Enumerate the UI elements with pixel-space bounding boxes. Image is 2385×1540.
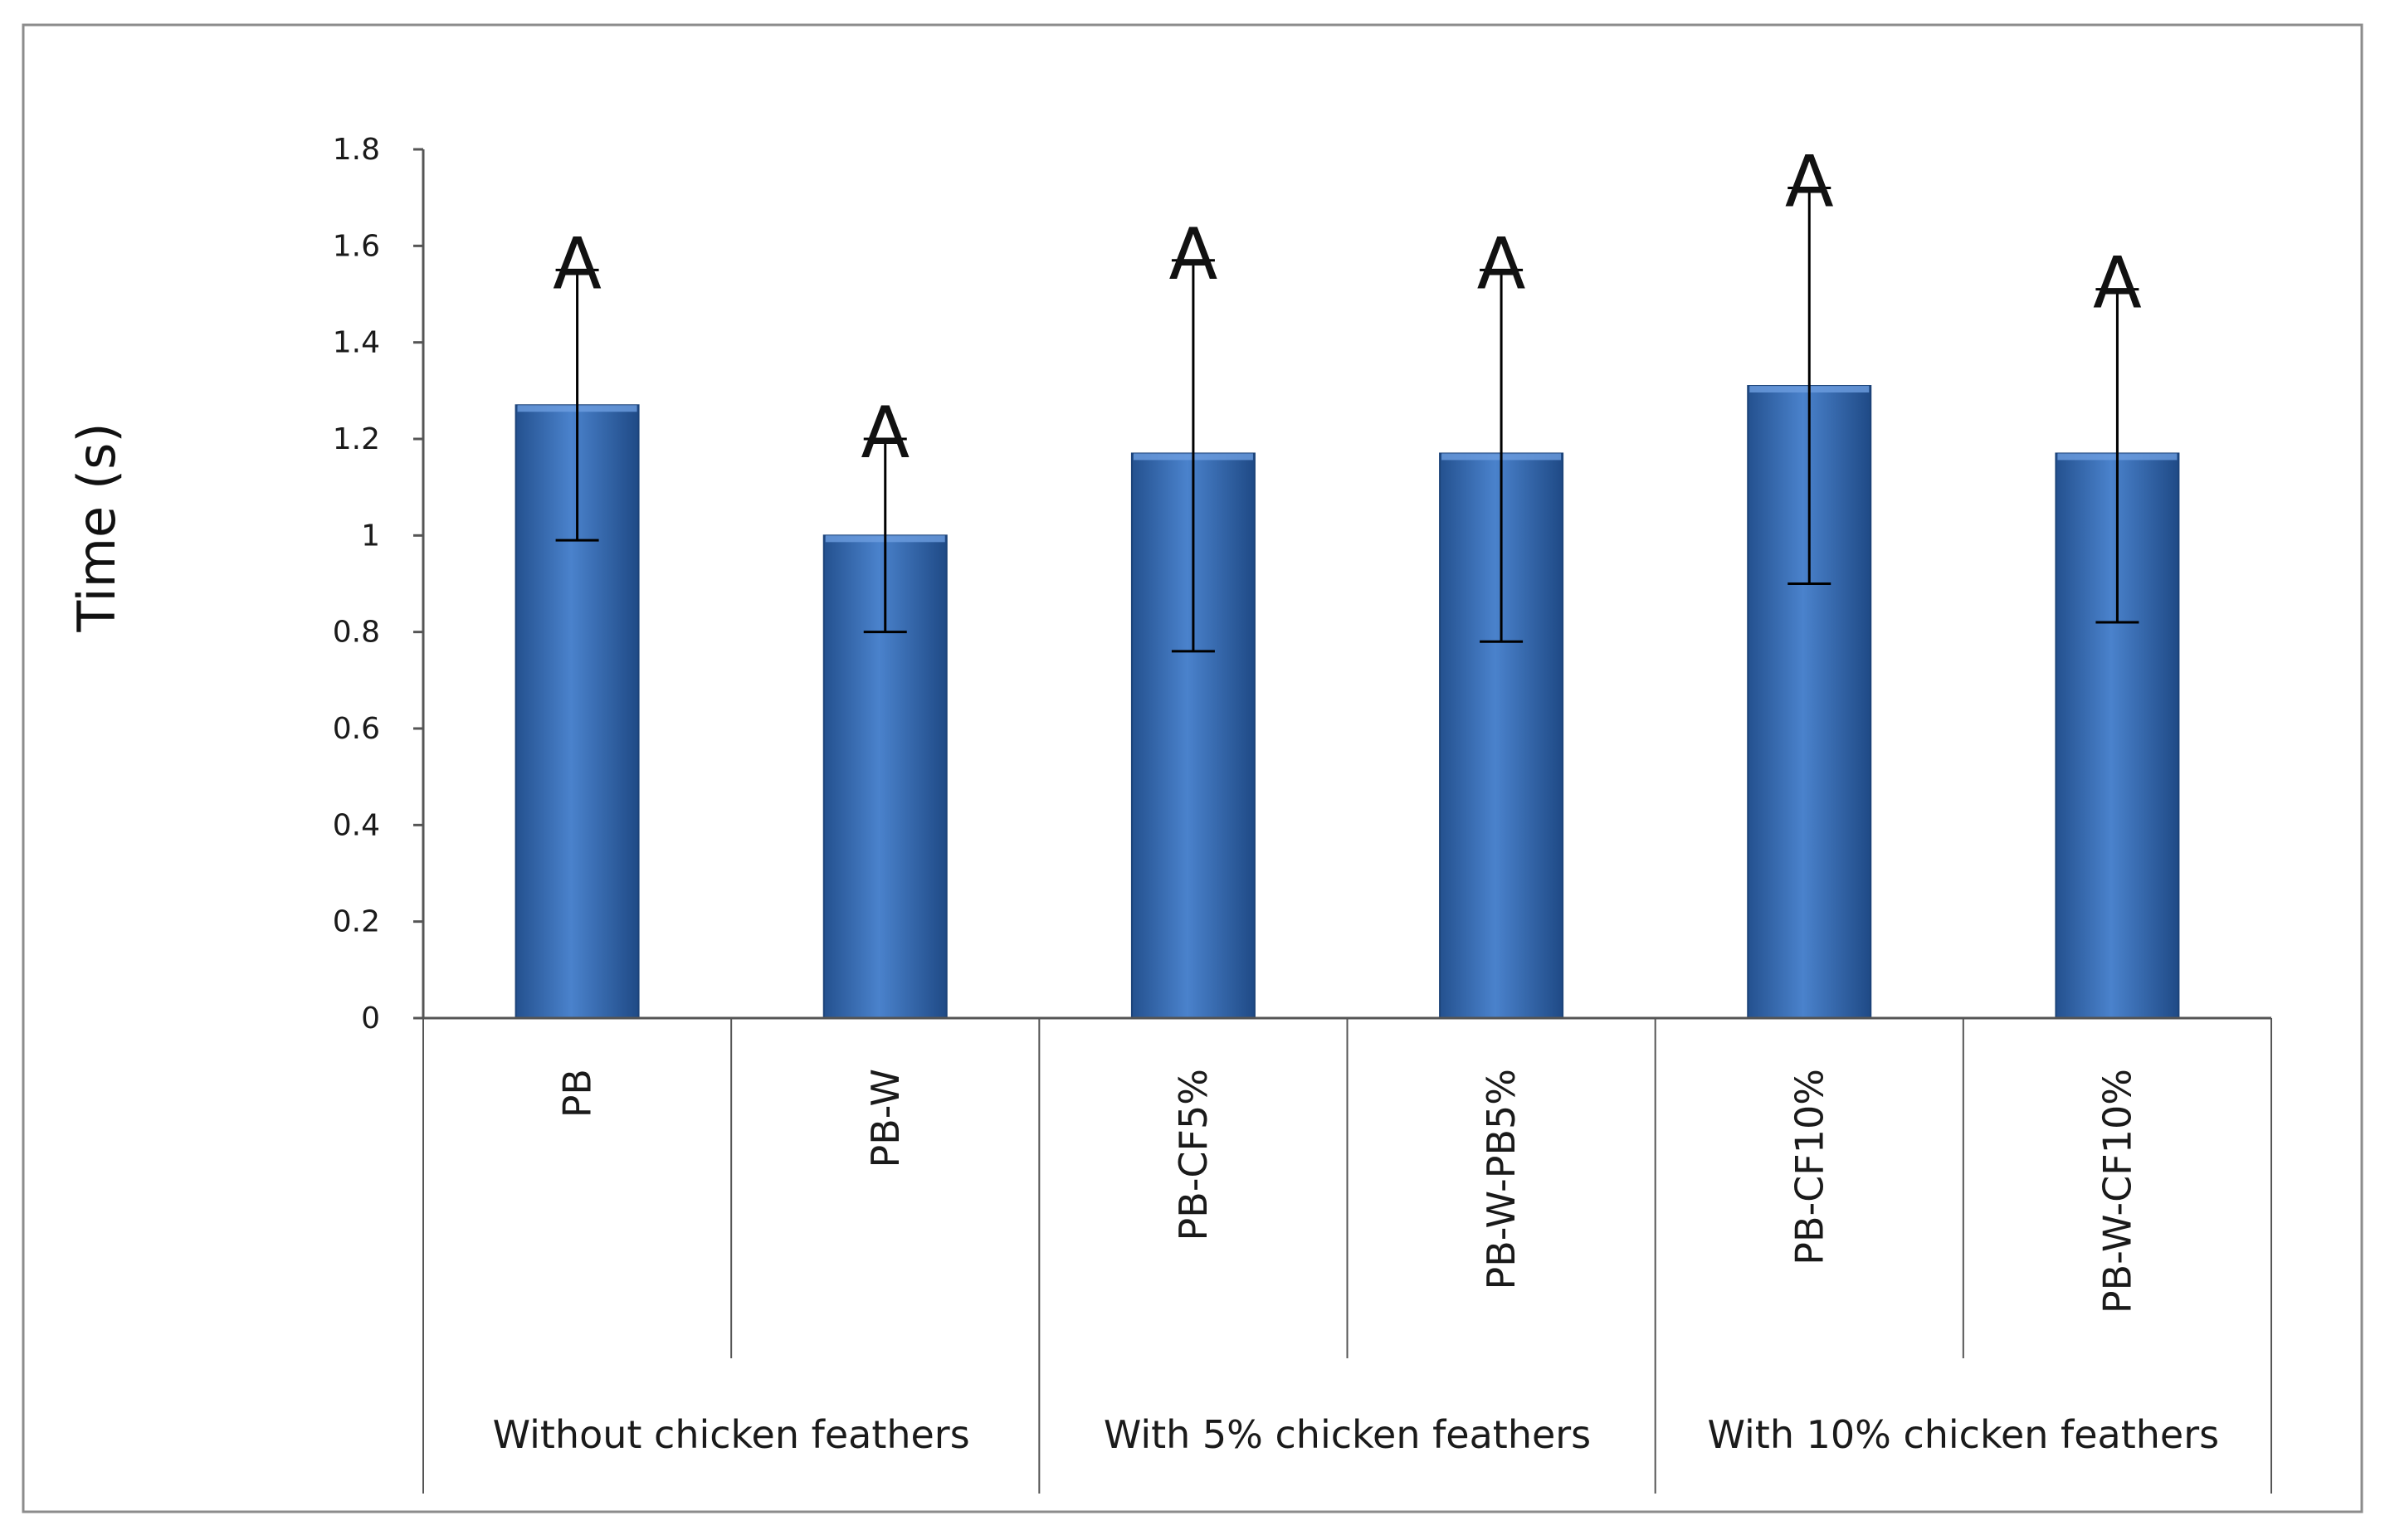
significance-letter: A bbox=[2093, 242, 2142, 325]
y-tick-label: 0.6 bbox=[333, 712, 380, 746]
y-tick-label: 1.8 bbox=[333, 133, 380, 167]
x-tick-label: PB-CF5% bbox=[1171, 1069, 1216, 1240]
x-tick-label: PB-W-CF10% bbox=[2095, 1069, 2139, 1313]
significance-letter: A bbox=[553, 222, 602, 305]
y-axis-label: Time (s) bbox=[66, 422, 127, 632]
y-tick-label: 1.6 bbox=[333, 229, 380, 263]
y-tick-label: 0.8 bbox=[333, 616, 380, 650]
x-tick-label: PB bbox=[555, 1069, 600, 1118]
y-tick-label: 1 bbox=[361, 519, 380, 553]
y-tick-label: 1.2 bbox=[333, 422, 380, 456]
y-tick-label: 0.2 bbox=[333, 905, 380, 939]
group-label: Without chicken feathers bbox=[493, 1412, 970, 1457]
significance-letter: A bbox=[1168, 213, 1217, 296]
group-label: With 5% chicken feathers bbox=[1104, 1412, 1591, 1457]
significance-letter: A bbox=[1477, 222, 1526, 305]
significance-letter: A bbox=[861, 392, 910, 475]
significance-letter: A bbox=[1785, 141, 1834, 224]
y-tick-label: 0.4 bbox=[333, 808, 380, 842]
x-tick-label: PB-W bbox=[863, 1069, 908, 1168]
y-tick-label: 0 bbox=[361, 1001, 380, 1036]
x-tick-label: PB-W-PB5% bbox=[1479, 1069, 1524, 1290]
group-label: With 10% chicken feathers bbox=[1708, 1412, 2220, 1457]
y-tick-label: 1.4 bbox=[333, 326, 380, 360]
x-tick-label: PB-CF10% bbox=[1787, 1069, 1831, 1265]
